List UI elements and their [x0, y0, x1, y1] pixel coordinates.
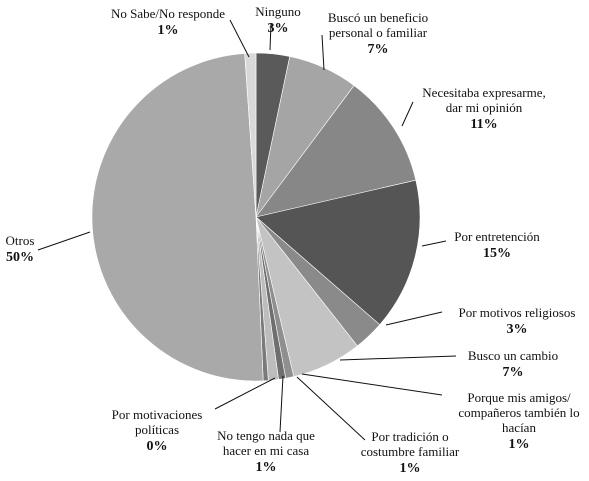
leader-line — [339, 355, 457, 361]
slice-label: Por entretención — [454, 229, 540, 244]
slice-label: No Sabe/No responde — [111, 6, 225, 21]
slice-label: Busco un cambio — [468, 348, 558, 363]
slice-label: personal o familiar — [329, 25, 428, 40]
slice-label: Necesitaba expresarme, — [422, 85, 545, 100]
slice-percent-label: 1% — [158, 23, 179, 38]
leader-line — [269, 22, 272, 51]
slice-percent-label: 1% — [400, 461, 421, 476]
slice-label: compañeros también lo — [458, 405, 579, 420]
slice-label: políticas — [135, 422, 179, 437]
slice-percent-label: 7% — [368, 42, 389, 57]
pie-slice — [255, 179, 421, 326]
slice-label: costumbre familiar — [361, 444, 460, 459]
pie-slice — [255, 85, 417, 218]
slice-label: Por motivos religiosos — [458, 305, 575, 320]
leader-line — [37, 231, 91, 251]
slice-label: Por tradición o — [371, 429, 448, 444]
pie-slice — [91, 53, 264, 382]
slices-layer — [91, 52, 421, 382]
slice-percent-label: 0% — [147, 439, 168, 454]
leader-line — [279, 375, 284, 433]
slice-label: Ninguno — [255, 4, 301, 19]
leader-line — [214, 377, 276, 410]
leader-line — [401, 101, 414, 127]
leader-line — [301, 373, 443, 396]
slice-label: Por motivaciones — [112, 407, 203, 422]
leader-line — [321, 34, 325, 71]
leader-line — [229, 19, 250, 58]
slice-label: Buscó un beneficio — [328, 10, 428, 25]
slice-label: No tengo nada que — [217, 428, 315, 443]
slice-percent-label: 1% — [509, 437, 530, 452]
slice-label: hacer en mi casa — [223, 443, 309, 458]
leader-line — [296, 376, 366, 441]
slice-percent-label: 1% — [256, 460, 277, 475]
leader-line — [421, 240, 447, 247]
slice-percent-label: 3% — [507, 322, 528, 337]
pie-slice — [244, 52, 257, 218]
slice-label: hacían — [502, 420, 536, 435]
leaders-layer — [37, 19, 457, 441]
leader-line — [385, 311, 443, 326]
slice-percent-label: 11% — [470, 117, 497, 132]
slice-percent-label: 3% — [268, 21, 289, 36]
slice-label: Porque mis amigos/ — [467, 390, 571, 405]
slice-percent-label: 15% — [483, 246, 511, 261]
slice-label: Otros — [6, 233, 35, 248]
slice-label: dar mi opinión — [446, 100, 523, 115]
slice-percent-label: 7% — [503, 365, 524, 380]
slice-percent-label: 50% — [6, 250, 34, 265]
